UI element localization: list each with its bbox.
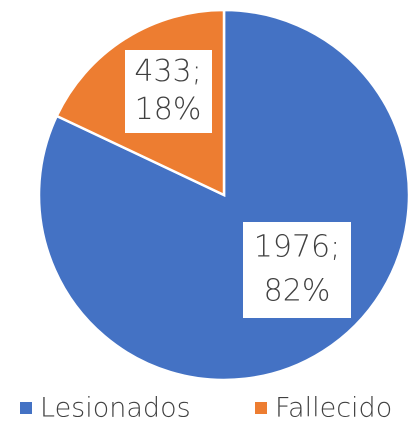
percent-label: 18% [135, 92, 202, 127]
legend-label: Lesionados [40, 393, 191, 421]
label-box [243, 222, 351, 318]
legend-label: Fallecido [275, 393, 392, 421]
label-box [125, 50, 212, 133]
data-label: 433; [134, 54, 201, 89]
legend-swatch [255, 402, 267, 414]
percent-label: 82% [264, 274, 331, 309]
data-label: 1976; [254, 229, 340, 264]
legend-swatch [20, 402, 32, 414]
